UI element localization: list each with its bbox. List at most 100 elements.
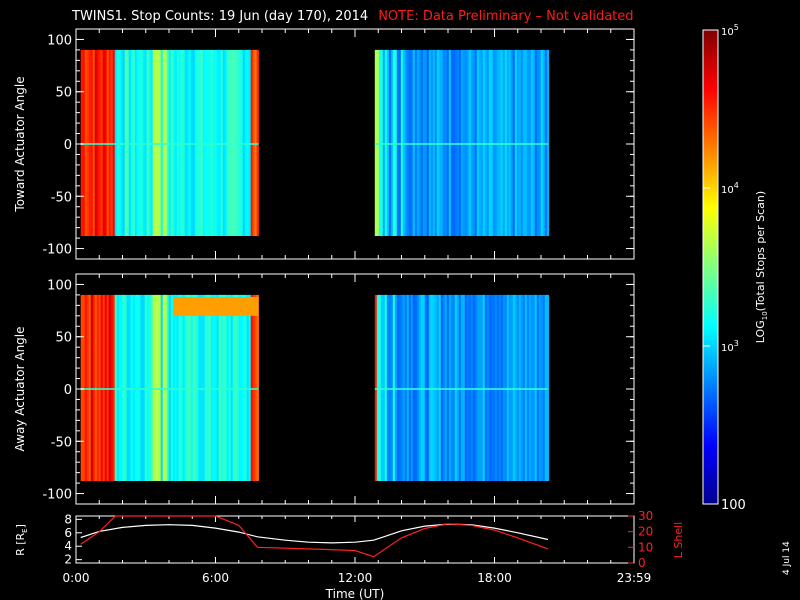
heatmap-column: [80, 49, 83, 237]
heatmap-column: [478, 49, 482, 237]
heatmap-column: [222, 294, 225, 481]
heatmap-column: [506, 294, 510, 481]
heatmap-column: [402, 294, 406, 481]
heatmap-column: [200, 49, 203, 237]
heatmap-column: [474, 294, 478, 481]
heatmap-column: [472, 294, 476, 481]
heatmap-column: [534, 294, 538, 481]
heatmap-column: [172, 294, 175, 481]
heatmap-column: [238, 49, 241, 237]
heatmap-column: [500, 294, 504, 481]
heatmap-column: [508, 294, 512, 481]
heatmap-column: [428, 49, 432, 237]
heatmap-column: [494, 49, 498, 237]
heatmap-column: [450, 294, 454, 481]
heatmap-column: [114, 49, 117, 237]
heatmap-column: [184, 294, 187, 481]
heatmap-column: [398, 294, 402, 481]
heatmap-column: [400, 49, 404, 237]
heatmap-column: [394, 294, 398, 481]
heatmap-column: [424, 294, 428, 481]
heatmap-column: [202, 49, 205, 237]
chart-title: TWINS1. Stop Counts: 19 Jun (day 170), 2…: [72, 9, 634, 24]
colorbar-tick-label: 100: [721, 498, 746, 513]
heatmap-column: [144, 294, 147, 481]
heatmap-column: [136, 294, 139, 481]
heatmap-column: [156, 294, 159, 481]
heatmap-column: [186, 49, 189, 237]
heatmap-column: [242, 49, 245, 237]
heatmap-column: [196, 49, 199, 237]
heatmap-column: [496, 49, 500, 237]
orbit-right-tick-label: 10: [638, 540, 653, 554]
heatmap-column: [410, 49, 414, 237]
x-tick-label: 0:00: [63, 571, 90, 585]
toward-heatmap: [80, 49, 550, 237]
heatmap-column: [544, 49, 548, 237]
heatmap-column: [414, 49, 418, 237]
heatmap-column: [240, 294, 243, 481]
heatmap-column: [404, 294, 408, 481]
heatmap-column: [220, 294, 223, 481]
heatmap-column: [438, 49, 442, 237]
heatmap-column: [226, 294, 229, 481]
heatmap-column: [94, 294, 97, 481]
y-tick-label: -100: [42, 243, 72, 258]
heatmap-column: [160, 49, 163, 237]
heatmap-column: [226, 49, 229, 237]
heatmap-column: [390, 49, 394, 237]
heatmap-column: [100, 49, 103, 237]
heatmap-column: [138, 294, 141, 481]
heatmap-column: [492, 294, 496, 481]
heatmap-column: [196, 294, 199, 481]
heatmap-column: [460, 49, 464, 237]
heatmap-column: [474, 49, 478, 237]
heatmap-column: [468, 294, 472, 481]
heatmap-column: [390, 294, 394, 481]
heatmap-column: [124, 49, 127, 237]
heatmap-column: [136, 49, 139, 237]
heatmap-column: [98, 294, 101, 481]
heatmap-column: [224, 294, 227, 481]
heatmap-column: [484, 294, 488, 481]
heatmap-column: [518, 49, 522, 237]
heatmap-column: [186, 294, 189, 481]
heatmap-column: [528, 49, 532, 237]
heatmap-column: [538, 49, 542, 237]
heatmap-column: [118, 294, 121, 481]
heatmap-column: [418, 49, 422, 237]
heatmap-column: [408, 49, 412, 237]
heatmap-column: [446, 49, 450, 237]
heatmap-column: [428, 294, 432, 481]
heatmap-column: [212, 294, 215, 481]
heatmap-column: [176, 49, 179, 237]
heatmap-column: [142, 294, 145, 481]
heatmap-column: [158, 49, 161, 237]
orbit-left-tick-label: 2: [64, 553, 72, 567]
orbit-left-tick-label: 6: [64, 526, 72, 540]
heatmap-column: [208, 294, 211, 481]
heatmap-column: [180, 49, 183, 237]
heatmap-column: [90, 49, 93, 237]
heatmap-column: [120, 294, 123, 481]
heatmap-column: [254, 294, 257, 481]
heatmap-column: [512, 294, 516, 481]
heatmap-column: [144, 49, 147, 237]
heatmap-column: [134, 49, 137, 237]
away-y-label: Away Actuator Angle: [13, 326, 27, 451]
orbit-right-tick-label: 20: [638, 525, 653, 539]
heatmap-column: [392, 294, 396, 481]
heatmap-column: [490, 49, 494, 237]
heatmap-column: [248, 294, 251, 481]
heatmap-column: [206, 294, 209, 481]
heatmap-column: [198, 294, 201, 481]
heatmap-column: [490, 294, 494, 481]
heatmap-column: [162, 294, 165, 481]
heatmap-column: [436, 294, 440, 481]
y-tick-label: 100: [47, 278, 72, 293]
heatmap-column: [498, 294, 502, 481]
heatmap-column: [394, 49, 398, 237]
heatmap-column: [376, 294, 380, 481]
heatmap-column: [516, 49, 520, 237]
heatmap-column: [512, 49, 516, 237]
